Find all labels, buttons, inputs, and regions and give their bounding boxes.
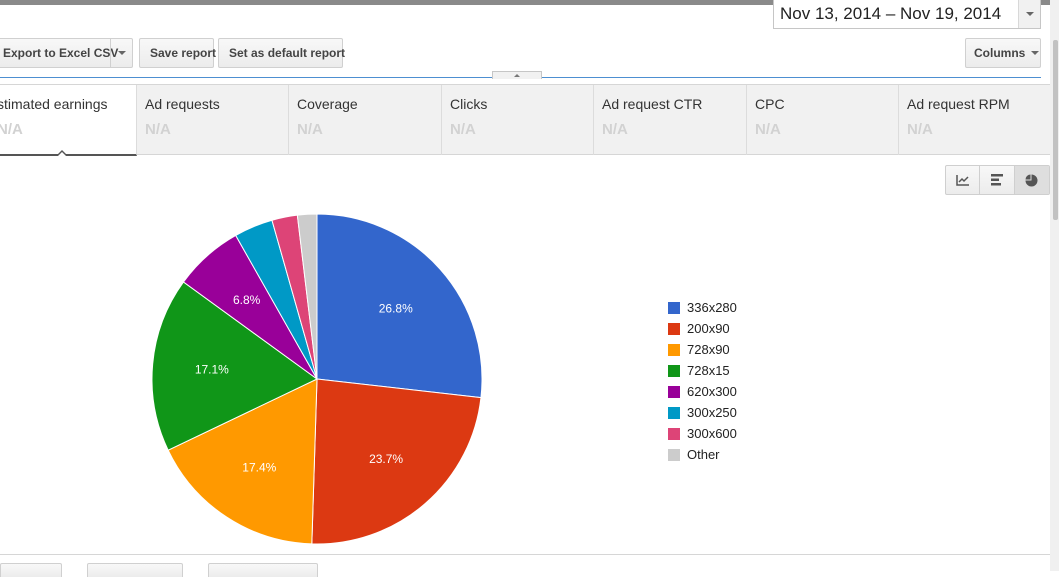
- legend-swatch: [668, 406, 680, 419]
- legend-item[interactable]: 620x300: [668, 381, 737, 402]
- line-chart-icon: [955, 175, 969, 186]
- pie-data-label: 17.1%: [195, 362, 229, 376]
- bar-chart-view-button[interactable]: [980, 166, 1015, 194]
- legend-swatch: [668, 427, 680, 440]
- metric-value: N/A: [145, 121, 171, 138]
- metric-tab-ad-request-rpm[interactable]: Ad request RPM N/A: [899, 85, 1050, 155]
- metric-value: N/A: [450, 121, 476, 138]
- pie-slice-other[interactable]: [296, 213, 318, 380]
- legend-swatch: [668, 322, 680, 335]
- legend-item[interactable]: 728x90: [668, 339, 737, 360]
- metric-tab-ad-request-ctr[interactable]: Ad request CTR N/A: [594, 85, 747, 155]
- legend-label: 336x280: [687, 300, 737, 315]
- chevron-down-icon: [1031, 51, 1040, 55]
- metric-value: N/A: [602, 121, 628, 138]
- legend-label: 300x600: [687, 426, 737, 441]
- metric-value: N/A: [297, 121, 323, 138]
- legend-label: 728x90: [687, 342, 730, 357]
- export-options-dropdown[interactable]: [110, 39, 132, 67]
- bottom-control[interactable]: [87, 563, 183, 577]
- metric-label: Ad request RPM: [907, 96, 1010, 112]
- pie-data-label: 23.7%: [369, 452, 403, 466]
- pie-data-label: 6.8%: [233, 293, 261, 307]
- legend-item[interactable]: 300x600: [668, 423, 737, 444]
- save-report-button[interactable]: Save report: [139, 38, 216, 68]
- vertical-scrollbar[interactable]: [1050, 0, 1059, 571]
- line-chart-view-button[interactable]: [946, 166, 981, 194]
- metric-label: stimated earnings: [0, 96, 108, 112]
- legend-swatch: [668, 343, 680, 356]
- window-top-border: [0, 0, 1059, 5]
- legend-label: Other: [687, 447, 720, 462]
- date-range-label: Nov 13, 2014 – Nov 19, 2014: [780, 4, 1002, 23]
- legend-label: 728x15: [687, 363, 730, 378]
- legend-swatch: [668, 364, 680, 377]
- selected-pointer-inner: [58, 152, 66, 156]
- pie-chart-view-button[interactable]: [1014, 166, 1050, 194]
- metric-label: Clicks: [450, 96, 488, 112]
- legend-label: 200x90: [687, 321, 730, 336]
- chevron-down-icon: [1025, 12, 1034, 16]
- metric-tab-cpc[interactable]: CPC N/A: [747, 85, 899, 155]
- metric-value: N/A: [0, 121, 23, 138]
- metric-tab-coverage[interactable]: Coverage N/A: [289, 85, 442, 155]
- columns-label: Columns: [974, 46, 1026, 60]
- legend-swatch: [668, 448, 680, 461]
- pie-slice-336x280[interactable]: [316, 213, 483, 399]
- metric-value: N/A: [907, 121, 933, 138]
- bottom-control[interactable]: [0, 563, 62, 577]
- set-default-report-button[interactable]: Set as default report: [218, 38, 345, 68]
- legend-item[interactable]: Other: [668, 444, 737, 465]
- legend-swatch: [668, 301, 680, 314]
- export-csv-label: Export to Excel CSV: [3, 46, 119, 60]
- legend-swatch: [668, 385, 680, 398]
- chevron-up-icon: [514, 74, 520, 77]
- metric-label: Ad requests: [145, 96, 220, 112]
- metric-label: CPC: [755, 96, 785, 112]
- bar-chart-icon: [991, 174, 1004, 186]
- metric-value: N/A: [755, 121, 781, 138]
- date-range-dropdown-button[interactable]: [1018, 0, 1040, 28]
- pie-chart: 26.8% 23.7% 17.4% 17.1% 6.8%: [151, 213, 483, 545]
- pie-slice-200x90[interactable]: [311, 378, 482, 545]
- legend-item[interactable]: 200x90: [668, 318, 737, 339]
- metric-label: Coverage: [297, 96, 358, 112]
- metric-tab-clicks[interactable]: Clicks N/A: [442, 85, 594, 155]
- legend-item[interactable]: 300x250: [668, 402, 737, 423]
- metric-tab-estimated-earnings[interactable]: stimated earnings N/A: [0, 85, 137, 156]
- legend-item[interactable]: 728x15: [668, 360, 737, 381]
- metric-tab-ad-requests[interactable]: Ad requests N/A: [137, 85, 289, 155]
- chart-view-toggle: [945, 165, 1050, 195]
- metrics-bar: stimated earnings N/A Ad requests N/A Co…: [0, 84, 1050, 156]
- pie-chart-icon: [1025, 174, 1038, 186]
- bottom-control[interactable]: [208, 563, 318, 577]
- chart-legend: 336x280 200x90 728x90 728x15 620x300 300x250 3…: [668, 297, 737, 465]
- pie-data-label: 17.4%: [242, 460, 276, 474]
- collapse-toggle[interactable]: [492, 71, 542, 79]
- scrollbar-thumb[interactable]: [1053, 40, 1058, 220]
- legend-label: 300x250: [687, 405, 737, 420]
- legend-label: 620x300: [687, 384, 737, 399]
- export-csv-button[interactable]: Export to Excel CSV: [0, 38, 133, 68]
- legend-item[interactable]: 336x280: [668, 297, 737, 318]
- pie-slice-728x15[interactable]: [151, 281, 318, 451]
- pie-data-label: 26.8%: [379, 302, 413, 316]
- chevron-down-icon: [117, 51, 126, 55]
- columns-button[interactable]: Columns: [965, 38, 1041, 68]
- pie-slice-728x90[interactable]: [167, 378, 318, 545]
- date-range-picker[interactable]: Nov 13, 2014 – Nov 19, 2014: [773, 0, 1041, 29]
- metric-label: Ad request CTR: [602, 96, 703, 112]
- bottom-divider: [0, 554, 1050, 555]
